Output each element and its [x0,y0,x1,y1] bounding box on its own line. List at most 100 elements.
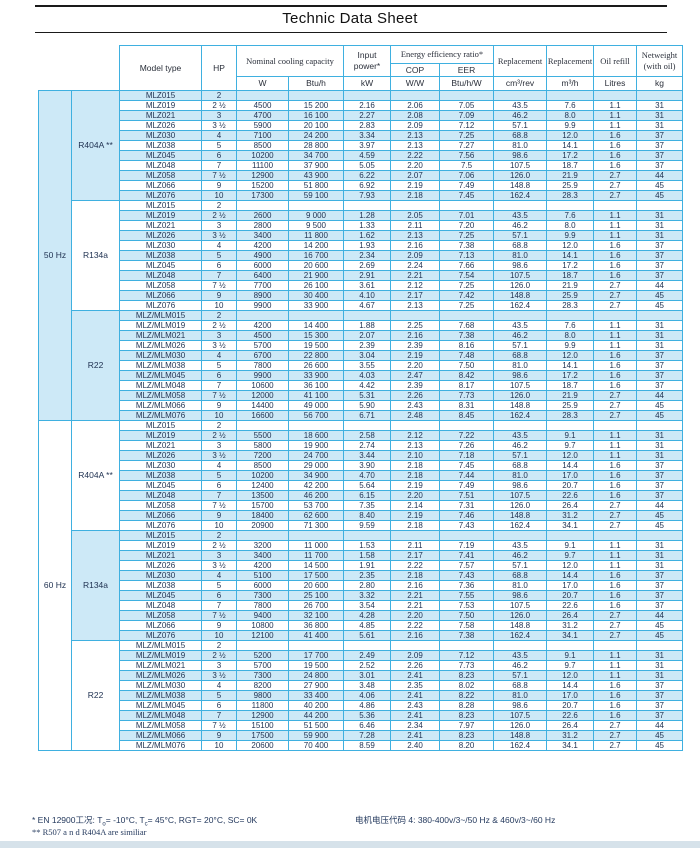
data-cell: 2 ½ [201,430,237,441]
table-row: MLZ019 2 ½ 4500 15 200 2.16 2.06 7.05 43.5 7.6 1.… [39,100,684,111]
data-cell: 2.7 [593,620,638,631]
data-cell: 2.22 [390,560,440,571]
data-cell: 37 [636,270,684,281]
data-cell: 7.48 [438,350,495,361]
data-cell: 46.2 [493,330,548,341]
data-cell: 1.6 [593,360,638,371]
table-row: MLZ030 4 8500 29 000 3.90 2.18 7.45 68.8 14.4 1.6… [39,460,684,471]
data-cell: 30 400 [288,290,344,301]
data-cell: 16 100 [288,110,344,121]
data-cell: 3.01 [343,670,391,681]
data-cell: 6 [201,700,237,711]
table-row: MLZ/MLM030 4 8200 27 900 3.48 2.35 8.02 68.8 14.… [39,680,684,691]
data-cell: 1.6 [593,710,638,721]
data-cell: 2.47 [390,370,440,381]
data-cell [438,420,495,431]
data-cell: 7.49 [438,180,495,191]
data-cell: 7.68 [438,320,495,331]
data-cell: 46.2 [493,110,548,121]
data-cell: 34 900 [288,470,344,481]
data-cell: 6.92 [343,180,391,191]
data-cell: 1.1 [593,550,638,561]
data-cell: 3 ½ [201,670,237,681]
data-cell: 2 ½ [201,100,237,111]
data-cell: 7.45 [438,460,495,471]
data-cell: 2.07 [343,330,391,341]
data-cell: 7 [201,270,237,281]
data-cell: 6400 [236,270,289,281]
data-cell: 7.73 [438,660,495,671]
model-cell: MLZ066 [119,510,202,521]
data-cell: 2.25 [390,320,440,331]
data-cell: 1.62 [343,230,391,241]
data-cell: 29 000 [288,460,344,471]
table-row: MLZ048 7 7800 26 700 3.54 2.21 7.53 107.5 22.6 1.… [39,600,684,611]
data-cell: 148.8 [493,180,548,191]
data-cell: 2.7 [593,730,638,741]
table-row: MLZ076 10 20900 71 300 9.59 2.18 7.43 162.4 34.1… [39,520,684,531]
data-cell: 26 600 [288,360,344,371]
data-cell: 31 [636,450,684,461]
data-cell: 7.26 [438,440,495,451]
data-cell: 33 900 [288,300,344,311]
data-cell: 20 600 [288,580,344,591]
model-cell: MLZ026 [119,450,202,461]
data-cell: 3 ½ [201,340,237,351]
data-cell: 37 [636,350,684,361]
data-cell: 1.1 [593,450,638,461]
data-cell: 2.19 [390,510,440,521]
table-row: MLZ/MLM019 2 ½ 4200 14 400 1.88 2.25 7.68 43.5 7… [39,320,684,331]
data-cell [546,640,595,651]
data-cell: 2 [201,420,237,431]
data-cell: 14 200 [288,240,344,251]
data-cell: 5.61 [343,630,391,641]
data-cell: 6700 [236,350,289,361]
table-row: MLZ058 7 ½ 7700 26 100 3.61 2.12 7.25 126.0 21.9… [39,280,684,291]
model-cell: MLZ/MLM076 [119,740,202,751]
data-cell [390,200,440,211]
data-cell: 2.19 [390,180,440,191]
data-cell: 1.1 [593,660,638,671]
data-cell: 1.1 [593,650,638,661]
model-cell: MLZ048 [119,600,202,611]
data-cell: 37 [636,690,684,701]
table-row: MLZ030 4 5100 17 500 2.35 2.18 7.43 68.8 14.4 1.6… [39,570,684,581]
data-cell: 8.28 [438,700,495,711]
model-cell: MLZ048 [119,270,202,281]
model-cell: MLZ/MLM021 [119,330,202,341]
data-cell: 7.5 [438,160,495,171]
model-cell: MLZ045 [119,480,202,491]
data-cell: 68.8 [493,240,548,251]
data-cell [546,420,595,431]
data-cell: 2.74 [343,440,391,451]
data-cell: 8.45 [438,410,495,421]
data-cell: 7.25 [438,280,495,291]
data-cell: 45 [636,410,684,421]
data-cell: 5.64 [343,480,391,491]
data-cell: 2.10 [390,450,440,461]
data-cell: 5 [201,580,237,591]
data-cell: 148.8 [493,730,548,741]
footnote-voltage-code: 电机电压代码 4: 380-400v/3~/50 Hz & 460v/3~/60… [355,815,556,825]
data-cell: 22.6 [546,490,595,501]
data-cell: 4 [201,350,237,361]
model-cell: MLZ030 [119,240,202,251]
data-cell: 1.6 [593,580,638,591]
data-cell [343,200,391,211]
header-netweight: Netweight (with oil) [636,45,684,77]
data-cell: 43.5 [493,210,548,221]
data-cell [493,90,548,101]
data-cell: 2.41 [390,710,440,721]
header-oil-refill: Oil refill [593,45,638,77]
table-row: MLZ/MLM038 5 7800 26 600 3.55 2.20 7.50 81.0 14.… [39,360,684,371]
unit-btuhw: Btu/h/W [438,76,495,91]
data-cell [438,200,495,211]
data-cell: 6 [201,260,237,271]
model-cell: MLZ015 [119,420,202,431]
data-cell: 98.6 [493,150,548,161]
data-cell: 37 [636,480,684,491]
data-cell: 98.6 [493,590,548,601]
data-cell: 107.5 [493,710,548,721]
model-cell: MLZ021 [119,550,202,561]
data-cell: 3 ½ [201,120,237,131]
